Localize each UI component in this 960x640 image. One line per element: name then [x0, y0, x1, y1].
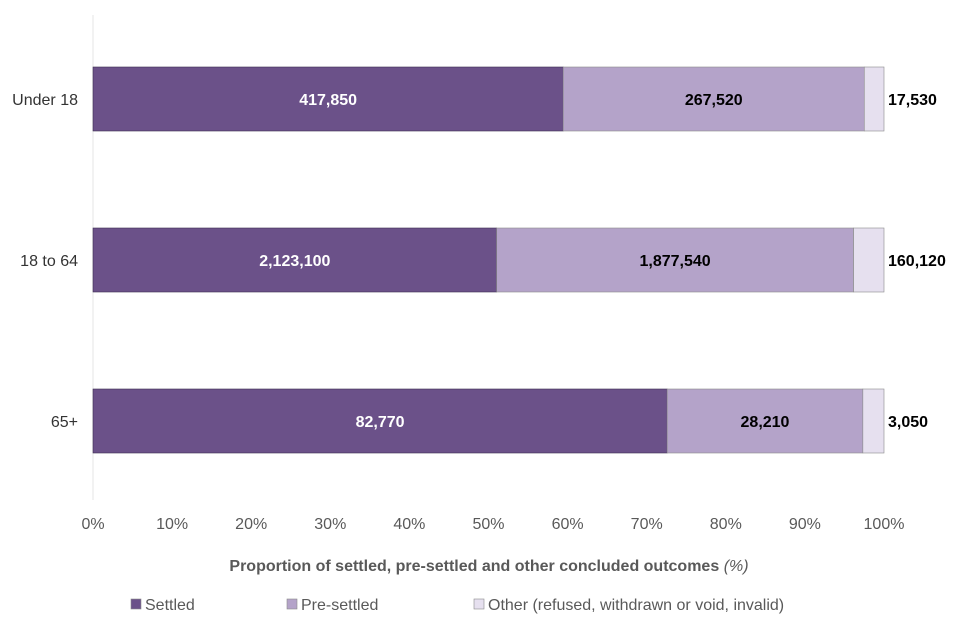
legend-swatch: [130, 598, 142, 610]
bar-segment-other: [853, 227, 885, 293]
legend-label: Pre-settled: [301, 597, 378, 614]
bar-segment-settled: [92, 66, 564, 132]
legend: Settled Pre-settled Other (refused, withdr…: [130, 597, 784, 614]
x-tick-label: 20%: [235, 516, 267, 533]
x-axis-title: Proportion of settled, pre-settled and o…: [229, 558, 748, 575]
data-label: 82,770: [356, 414, 405, 431]
x-tick-label: 90%: [789, 516, 821, 533]
data-label: 267,520: [685, 92, 743, 109]
legend-label: Settled: [145, 597, 195, 614]
x-tick-label: 40%: [393, 516, 425, 533]
category-label: 65+: [51, 414, 78, 431]
x-tick-label: 60%: [552, 516, 584, 533]
legend-label: Other (refused, withdrawn or void, inval…: [488, 597, 784, 614]
data-label: 3,050: [888, 414, 928, 431]
category-label: 18 to 64: [20, 253, 78, 270]
x-tick-label: 10%: [156, 516, 188, 533]
data-label: 1,877,540: [639, 253, 710, 270]
bar-segment-pre-settled: [496, 227, 854, 293]
bar-segment-settled: [92, 227, 497, 293]
data-label: 160,120: [888, 253, 946, 270]
bar-segment-pre-settled: [666, 388, 864, 454]
x-tick-label: 0%: [81, 516, 104, 533]
data-label: 2,123,100: [259, 253, 330, 270]
bar-segment-other: [862, 388, 885, 454]
bar-segment-other: [863, 66, 885, 132]
legend-swatch: [286, 598, 298, 610]
category-label: Under 18: [12, 92, 78, 109]
x-tick-label: 70%: [631, 516, 663, 533]
x-tick-label: 50%: [472, 516, 504, 533]
legend-swatch: [473, 598, 485, 610]
data-label: 417,850: [299, 92, 357, 109]
bar-segment-pre-settled: [562, 66, 865, 132]
data-label: 28,210: [741, 414, 790, 431]
x-tick-label: 80%: [710, 516, 742, 533]
x-tick-label: 100%: [864, 516, 905, 533]
x-tick-label: 30%: [314, 516, 346, 533]
data-label: 17,530: [888, 92, 937, 109]
